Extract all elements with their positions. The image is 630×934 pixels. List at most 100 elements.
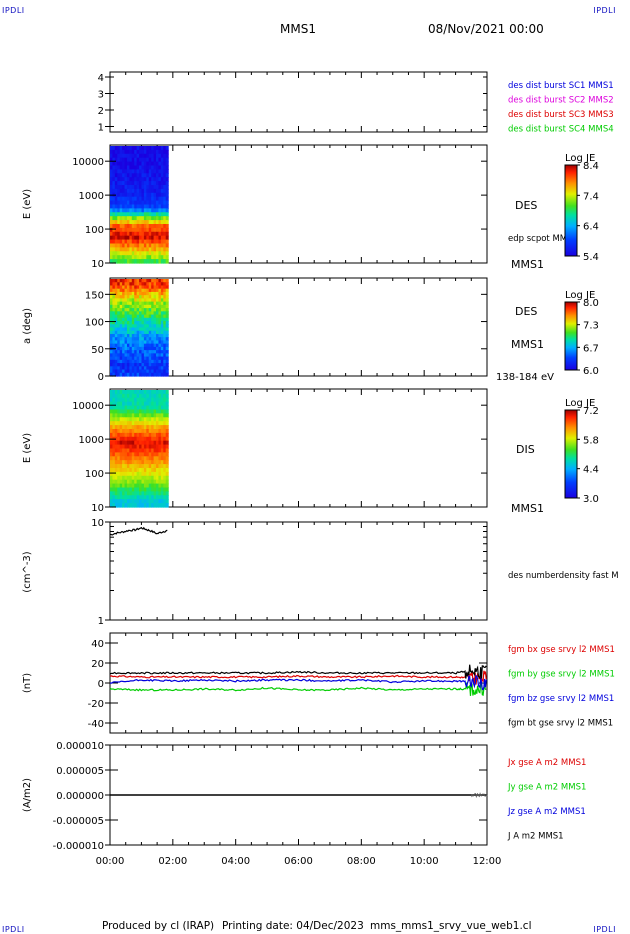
spectrogram-cell [141, 169, 145, 174]
spectrogram-cell [151, 372, 155, 377]
spectrogram-cell [151, 417, 155, 422]
colorbar-tick-label: 4.4 [583, 465, 599, 476]
spectrogram-cell [117, 372, 121, 377]
spectrogram-cell [117, 149, 121, 155]
spectrogram-cell [117, 487, 121, 492]
spectrogram-cell [160, 337, 164, 342]
spectrogram-cell [158, 165, 162, 170]
spectrogram-cell [114, 204, 118, 209]
spectrogram-cell [122, 340, 126, 345]
spectrogram-cell [141, 227, 145, 233]
spectrogram-cell [134, 224, 138, 229]
spectrogram-cell [158, 235, 162, 241]
spectrogram-cell [141, 317, 145, 322]
spectrogram-cell [129, 291, 133, 296]
spectrogram-cell [136, 366, 140, 371]
spectrogram-cell [114, 409, 118, 414]
spectrogram-cell [158, 366, 162, 371]
spectrogram-cell [143, 208, 147, 213]
spectrogram-cell [146, 475, 150, 481]
spectrogram-cell [119, 149, 123, 155]
spectrogram-cell [114, 363, 118, 367]
spectrogram-cell [114, 255, 118, 260]
spectrogram-cell [110, 393, 114, 399]
spectrogram-cell [148, 301, 152, 306]
spectrogram-cell [124, 425, 128, 430]
spectrogram-cell [139, 464, 143, 469]
burst-ytick-label: 3 [98, 90, 104, 101]
spectrogram-cell [117, 204, 121, 209]
spectrogram-cell [148, 149, 152, 155]
spectrogram-cell [131, 444, 135, 450]
spectrogram-cell [151, 440, 155, 446]
spectrogram-cell [131, 475, 135, 481]
colorbar-tick-label: 5.8 [583, 435, 599, 446]
spectrogram-cell [139, 487, 143, 492]
spectrogram-cell [153, 308, 157, 312]
spectrogram-cell [119, 366, 123, 371]
spectrogram-cell [141, 173, 145, 178]
spectrogram-cell [136, 346, 140, 351]
spectrogram-cell [153, 432, 157, 438]
spectrogram-cell [165, 285, 169, 290]
spectrogram-cell [117, 243, 121, 248]
spectrogram-cell [143, 291, 147, 296]
spectrogram-cell [131, 356, 135, 361]
spectrogram-cell [129, 321, 133, 325]
spectrogram-cell [153, 321, 157, 325]
spectrogram-cell [114, 185, 118, 190]
bfield-ytick-label: 40 [91, 639, 104, 650]
spectrogram-cell [129, 413, 133, 418]
spectrogram-cell [124, 304, 128, 309]
colorbar [564, 164, 578, 257]
spectrogram-cell [160, 295, 164, 299]
spectrogram-cell [112, 317, 116, 322]
spectrogram-cell [139, 390, 143, 395]
spectrogram-cell [110, 337, 114, 342]
spectrogram-cell [160, 212, 164, 217]
spectrogram-cell [153, 301, 157, 306]
spectrogram-cell [117, 452, 121, 457]
bfield-legend-entry: fgm bx gse srvy l2 MMS1 [508, 645, 615, 655]
spectrogram-cell [151, 314, 155, 319]
spectrogram-cell [119, 235, 123, 241]
spectrogram-cell [126, 279, 130, 283]
spectrogram-cell [117, 468, 121, 473]
spectrogram-cell [143, 196, 147, 202]
spectrogram-cell [165, 393, 169, 399]
spectrogram-cell [114, 165, 118, 170]
spectrogram-cell [112, 243, 116, 248]
corner-label-top-right: IPDLI [593, 6, 616, 15]
spectrogram-cell [163, 301, 167, 306]
spectrogram-cell [165, 301, 169, 306]
spectrogram-cell [158, 239, 162, 245]
spectrogram-cell [146, 212, 150, 217]
spectrogram-cell [129, 340, 133, 345]
spectrogram-cell [124, 298, 128, 303]
spectrogram-cell [146, 251, 150, 256]
spectrogram-cell [153, 169, 157, 174]
spectrogram-cell [136, 200, 140, 206]
spectrogram-cell [139, 440, 143, 446]
spectrogram-cell [134, 188, 138, 194]
spectrogram-cell [153, 363, 157, 367]
spectrogram-cell [136, 291, 140, 296]
spectrogram-cell [112, 165, 116, 170]
spectrogram-cell [143, 200, 147, 206]
spectrogram-cell [110, 220, 114, 225]
spectrogram-cell [129, 483, 133, 489]
spectrogram-cell [122, 181, 126, 186]
spectrogram-cell [143, 220, 147, 225]
spectrogram-cell [158, 324, 162, 329]
spectrogram-cell [126, 295, 130, 299]
spectrogram-cell [117, 196, 121, 202]
spectrogram-cell [163, 282, 167, 287]
spectrogram-cell [160, 220, 164, 225]
spectrogram-cell [129, 393, 133, 399]
spectrogram-cell [143, 468, 147, 473]
spectrogram-cell [114, 231, 118, 237]
spectrogram-cell [148, 255, 152, 260]
spectrogram-cell [141, 324, 145, 329]
spectrogram-cell [163, 444, 167, 450]
spectrogram-cell [146, 188, 150, 194]
